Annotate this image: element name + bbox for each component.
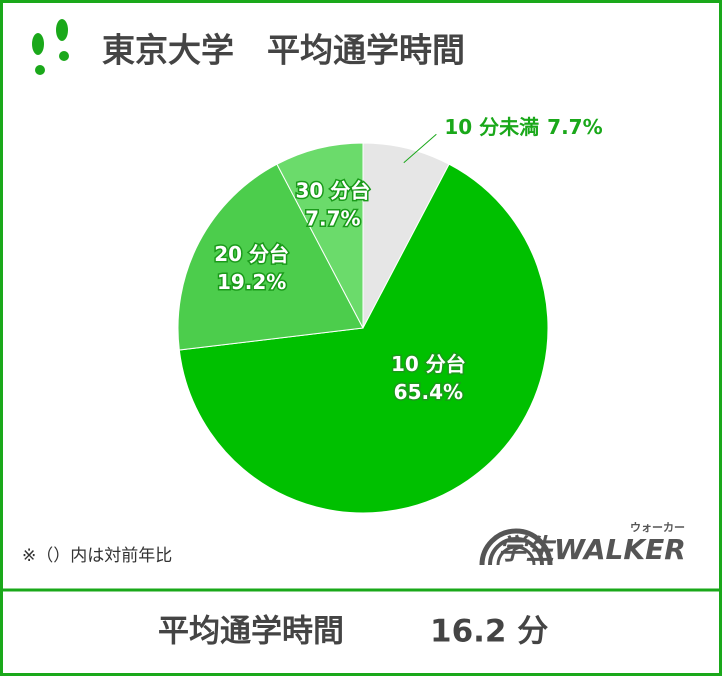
pie: 10 分未満 7.7% 10 分台 65.4% 20 分台 19.2% 30 分台 7.7% [177,115,603,514]
logo: 学生WALKER ウォーカー [479,521,686,566]
chart-title: 東京大学 平均通学時間 [102,31,465,70]
category-label: 20 分台 [214,242,289,266]
footprints-icon [32,19,69,75]
leader-line [403,133,437,164]
footer-label: 平均通学時間 [158,614,344,650]
category-label: 10 分未満 [444,115,539,139]
footer-value: 16.2 分 [430,614,548,650]
value-label: 19.2% [217,270,286,294]
value-label: 7.7% [547,115,602,139]
pie-slice [177,163,364,351]
value-label: 7.7% [305,206,360,230]
note: ※（）内は対前年比 [22,546,172,566]
logo-text: 学生WALKER [498,533,686,566]
category-label: 10 分台 [391,352,466,376]
pie-slice [276,142,364,329]
category-label: 30 分台 [295,178,370,202]
value-label: 65.4% [394,380,463,404]
data-label: 10 分未満 7.7% [444,115,602,139]
logo-ruby: ウォーカー [630,521,685,534]
pie-slice [178,163,549,514]
